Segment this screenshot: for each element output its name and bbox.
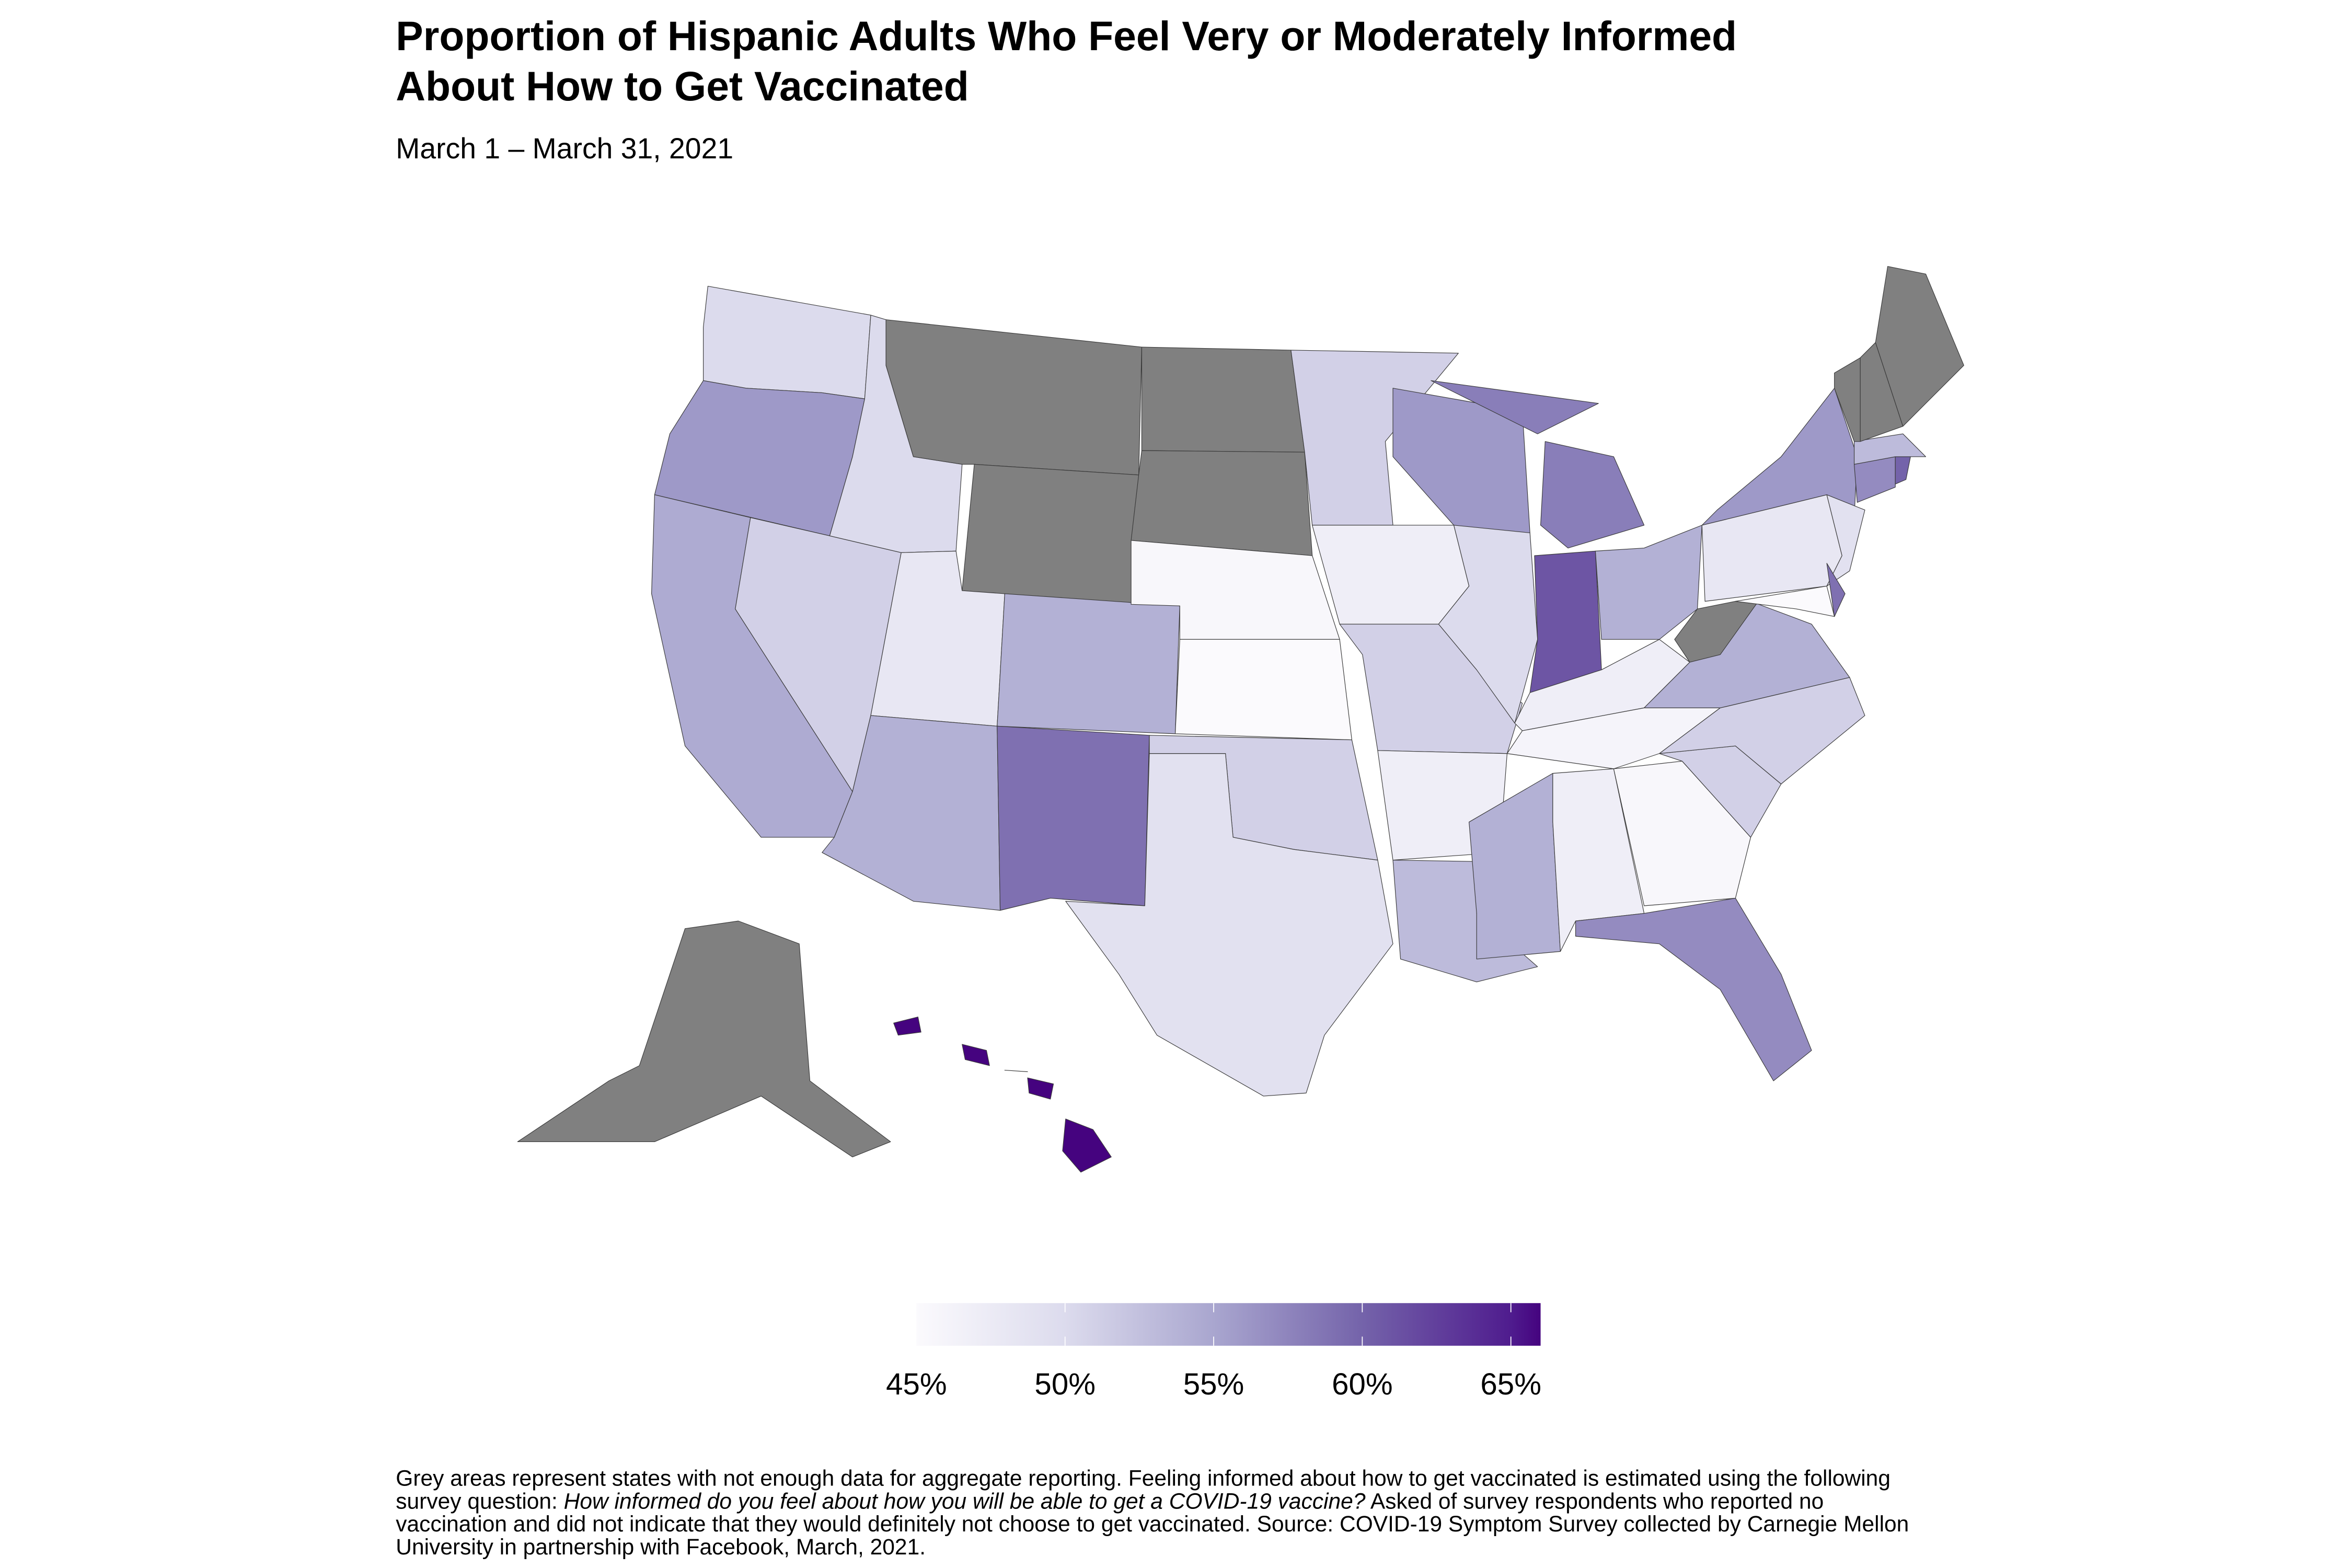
state-fl — [1575, 897, 1812, 1081]
state-hi — [893, 1017, 1112, 1173]
state-sd — [1131, 450, 1313, 556]
state-wy — [962, 464, 1139, 605]
state-mt — [885, 319, 1143, 476]
color-legend: 45% 50% 55% 60% 65% — [886, 1303, 1541, 1401]
legend-tick-label: 65% — [1480, 1367, 1541, 1401]
survey-question: How informed do you feel about how you w… — [564, 1489, 1366, 1514]
footnote-text: Asked of survey respondents who reported… — [1365, 1489, 1824, 1514]
footnote-text: survey question: — [396, 1489, 563, 1514]
state-ct — [1853, 456, 1896, 503]
state-nj — [1826, 494, 1865, 586]
state-vt — [1834, 357, 1861, 442]
state-ga — [1613, 760, 1751, 906]
legend-tick-label: 55% — [1183, 1367, 1244, 1401]
state-co — [997, 593, 1180, 734]
legend-color-bar — [916, 1303, 1541, 1346]
state-in — [1529, 550, 1602, 693]
footnote-line-3: vaccination and did not indicate that th… — [396, 1512, 1909, 1537]
state-ri — [1895, 456, 1911, 485]
legend-tick-label: 50% — [1034, 1367, 1096, 1401]
footnote-line-2: survey question: How informed do you fee… — [396, 1489, 1824, 1514]
footnote-line-1: Grey areas represent states with not eno… — [396, 1467, 1890, 1491]
subtitle: March 1 – March 31, 2021 — [396, 132, 733, 165]
title-line-2: About How to Get Vaccinated — [396, 63, 969, 109]
legend-tick-label: 60% — [1332, 1367, 1393, 1401]
state-ak — [517, 920, 891, 1158]
state-oh — [1595, 525, 1702, 640]
state-ks — [1174, 639, 1352, 741]
state-il — [1438, 525, 1538, 724]
footnote-line-4: University in partnership with Facebook,… — [396, 1535, 926, 1560]
state-tx — [1065, 753, 1393, 1097]
state-ma — [1853, 433, 1927, 465]
title-line-1: Proportion of Hispanic Adults Who Feel V… — [396, 13, 1737, 59]
footnote: Grey areas represent states with not eno… — [396, 1467, 1909, 1560]
legend-ticks — [1064, 1303, 1512, 1346]
state-de — [1826, 563, 1846, 617]
state-wa — [703, 285, 871, 399]
legend-tick-label: 45% — [886, 1367, 947, 1401]
state-nm — [997, 725, 1150, 911]
state-mi — [1431, 380, 1645, 549]
state-ia — [1312, 525, 1470, 625]
state-me — [1875, 266, 1964, 427]
us-map — [517, 266, 1964, 1173]
state-nd — [1141, 347, 1305, 453]
